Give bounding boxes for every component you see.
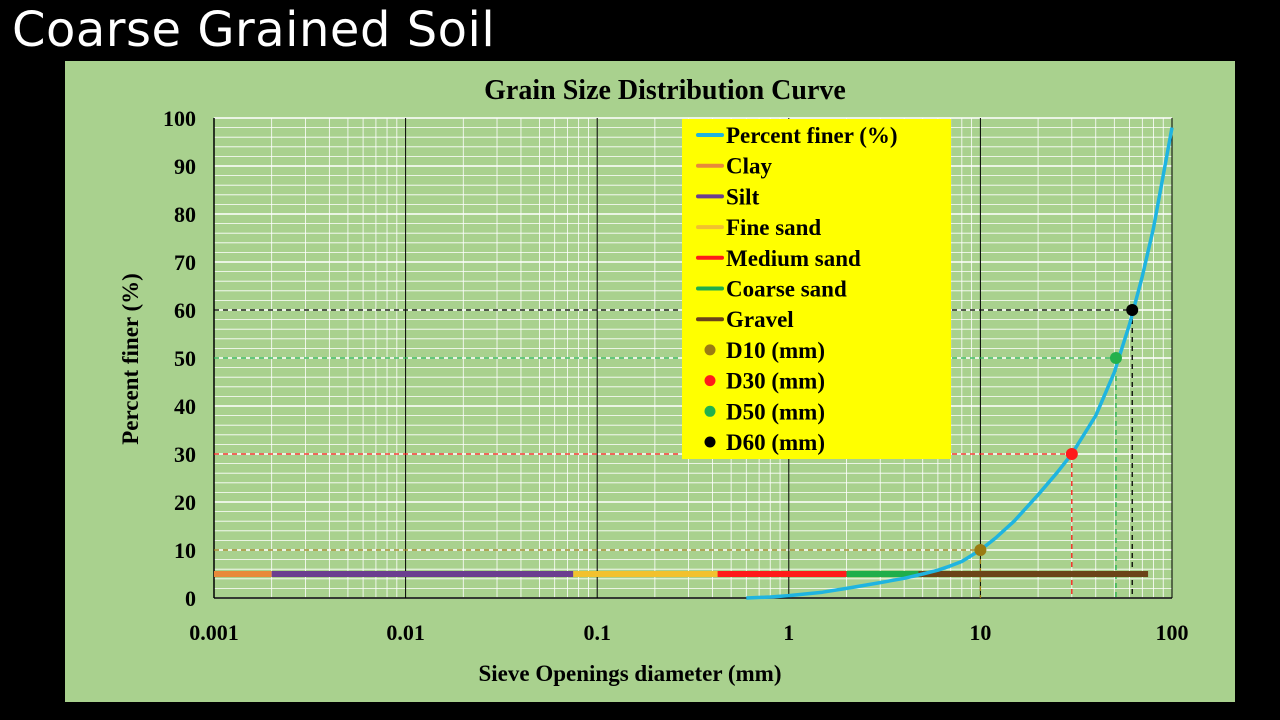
- curve-layer: [746, 127, 1174, 600]
- legend-swatch-dot: [704, 405, 716, 417]
- x-tick-label: 0.001: [189, 620, 239, 645]
- legend-swatch-dot: [704, 436, 716, 448]
- slide-title: Coarse Grained Soil: [12, 2, 496, 58]
- legend-label: D60 (mm): [726, 430, 825, 455]
- marker-d30: [1065, 448, 1078, 460]
- chart-title: Grain Size Distribution Curve: [484, 75, 846, 106]
- grain-size-chart: Grain Size Distribution Curve 0 10 20 30 40 5…: [65, 61, 1235, 702]
- x-tick-label: 0.01: [386, 620, 425, 645]
- y-tick-label: 80: [174, 202, 196, 227]
- legend-label: Gravel: [726, 307, 794, 332]
- y-tick-label: 20: [174, 490, 196, 515]
- legend-box: [682, 119, 951, 459]
- legend-label: Silt: [726, 184, 760, 209]
- legend-label: D30 (mm): [726, 369, 825, 394]
- legend-label: Fine sand: [726, 215, 821, 240]
- legend: Percent finer (%) Clay Silt Fine sand Medium…: [682, 119, 951, 459]
- legend-label: Clay: [726, 154, 773, 179]
- marker-d60: [1126, 304, 1139, 316]
- legend-label: Coarse sand: [726, 277, 847, 302]
- x-tick-label: 10: [969, 620, 991, 645]
- axes: 0 10 20 30 40 50 60 70 80 90 100 0.001 0.01 0.1 1 10 100: [163, 106, 1189, 645]
- legend-label: Percent finer (%): [726, 123, 898, 148]
- chart-background: [65, 61, 1235, 702]
- y-tick-label: 100: [163, 106, 196, 131]
- y-tick-label: 40: [174, 394, 196, 419]
- marker-d10: [974, 544, 987, 556]
- markers: [974, 304, 1139, 556]
- y-axis-label: Percent finer (%): [118, 273, 143, 445]
- x-tick-label: 0.1: [583, 620, 611, 645]
- chart-panel: Grain Size Distribution Curve 0 10 20 30 40 5…: [65, 61, 1235, 702]
- legend-label: D50 (mm): [726, 399, 825, 424]
- y-tick-label: 0: [185, 586, 196, 611]
- x-tick-label: 100: [1156, 620, 1189, 645]
- legend-label: D10 (mm): [726, 338, 825, 363]
- percent-finer-curve: [746, 127, 1174, 600]
- y-tick-label: 60: [174, 298, 196, 323]
- y-tick-label: 50: [174, 346, 196, 371]
- y-tick-label: 30: [174, 442, 196, 467]
- y-tick-label: 90: [174, 154, 196, 179]
- y-tick-label: 10: [174, 538, 196, 563]
- legend-swatch-dot: [704, 375, 716, 387]
- x-axis-label: Sieve Openings diameter (mm): [478, 661, 781, 686]
- y-tick-label: 70: [174, 250, 196, 275]
- marker-d50: [1109, 352, 1122, 364]
- x-tick-label: 1: [783, 620, 794, 645]
- legend-label: Medium sand: [726, 246, 861, 271]
- legend-swatch-dot: [704, 344, 716, 356]
